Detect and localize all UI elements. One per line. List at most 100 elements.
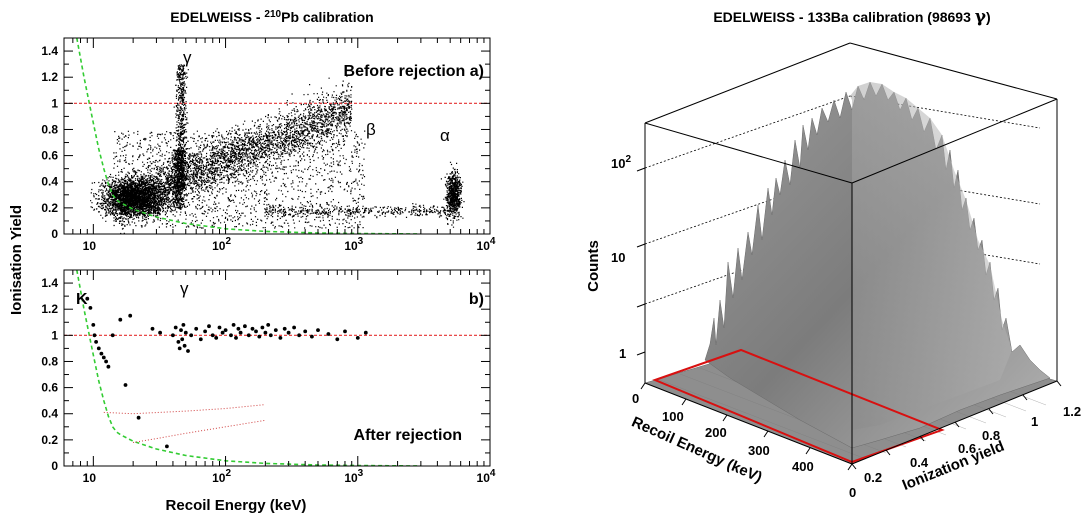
nuclear-band-b: [103, 404, 266, 443]
event-point: [297, 333, 301, 338]
event-point: [182, 343, 187, 348]
event-point: [223, 328, 228, 332]
event-point: [106, 364, 111, 369]
z-axis-label: Counts: [585, 240, 602, 292]
box-edges: [644, 42, 1058, 465]
z-tick-label-1: 1: [619, 346, 626, 361]
x-tick-label: 10: [83, 239, 97, 253]
panel-b-frame: [63, 269, 491, 467]
event-point: [179, 328, 183, 332]
y-tick-label-1-right: 1: [1031, 414, 1038, 429]
y-axis-ticks-right: [851, 380, 1062, 470]
event-point: [128, 313, 133, 318]
event-point: [158, 330, 163, 335]
event-point: [207, 324, 211, 329]
x-axis-ticks-right: [640, 382, 853, 471]
event-point: [236, 326, 241, 331]
alpha-label: α: [440, 126, 450, 145]
event-point: [263, 330, 268, 335]
y-tick-label-06-right: 0.6: [958, 441, 976, 456]
y-tick-label: 1: [51, 96, 58, 110]
x-tick-label: 10: [83, 471, 97, 485]
event-point: [355, 336, 360, 340]
event-point: [250, 326, 255, 331]
nuclear-band-lower: [133, 419, 266, 443]
x-tick-label: 104: [477, 468, 496, 485]
y-tick-label: 0.4: [41, 407, 58, 421]
event-point: [257, 334, 262, 339]
event-point: [194, 326, 199, 331]
x-tick-label: 104: [477, 236, 496, 253]
k-label: K: [76, 291, 88, 308]
y-tick-label: 0.6: [41, 149, 58, 163]
y-tick-label: 0.2: [41, 433, 58, 447]
density-cloud-path: [90, 64, 465, 234]
right-chart-title: EDELWEISS - 133Ba calibration (98693 γ): [713, 7, 990, 27]
ticks-a: 0 0.2 0.4 0.6 0.8 1 1.2 1.4 10 102 103 104: [41, 38, 496, 253]
event-point: [278, 336, 283, 340]
y-tick-label: 1.4: [41, 276, 58, 290]
event-point: [176, 340, 181, 344]
z-axis-ticks: [636, 167, 646, 356]
x-tick-label-200-right: 200: [705, 425, 727, 440]
event-point: [183, 330, 188, 335]
y-tick-label: 0.2: [41, 201, 58, 215]
event-point: [88, 306, 93, 310]
event-point: [91, 323, 96, 327]
surface-plot: 102 10 1 Counts 0 100 200 300 400 Recoil…: [585, 42, 1081, 500]
z-tick-label-10: 10: [611, 250, 625, 265]
panel-a-frame: [63, 37, 491, 235]
nuclear-band-upper: [103, 404, 266, 415]
event-point: [94, 340, 98, 344]
event-point: [150, 326, 155, 331]
density-cloud-a: [90, 64, 465, 234]
x-tick-label-0-right: 0: [632, 391, 639, 406]
event-point: [243, 324, 247, 329]
event-point: [165, 444, 169, 449]
event-points-b: [85, 296, 368, 449]
event-point: [246, 333, 251, 338]
event-point: [189, 333, 194, 338]
y-tick-label-0-right: 0: [849, 485, 856, 500]
event-point: [273, 328, 278, 332]
x-tick-label-100-right: 100: [662, 409, 684, 424]
y-tick-label: 1.2: [41, 302, 58, 316]
event-point: [214, 336, 219, 340]
event-point: [177, 346, 182, 351]
x-tick-label: 103: [344, 468, 363, 485]
event-point: [229, 333, 233, 338]
y-tick-label: 0: [51, 227, 58, 241]
event-point: [104, 359, 108, 364]
event-point: [186, 349, 190, 353]
z-tick-label-100: 102: [611, 154, 631, 171]
event-point: [118, 317, 123, 322]
event-point: [198, 337, 203, 342]
after-rejection-label: After rejection: [354, 427, 462, 444]
y-tick-label: 0: [51, 459, 58, 473]
event-point: [260, 325, 265, 330]
threshold-curve-a: [76, 38, 421, 234]
x-tick-label: 102: [212, 468, 231, 485]
y-tick-label: 0.8: [41, 354, 58, 368]
event-point: [180, 337, 185, 342]
left-chart-title: EDELWEISS - 210Pb calibration: [170, 9, 373, 25]
event-point: [136, 415, 141, 420]
y-tick-label: 1.4: [41, 44, 58, 58]
ticks-b: 0 0.2 0.4 0.6 0.8 1 1.2 1.4 10 102 103 104: [41, 270, 496, 485]
y-tick-label: 0.6: [41, 381, 58, 395]
x-axis-label-left: Recoil Energy (keV): [166, 497, 307, 514]
event-point: [92, 333, 97, 338]
panel-b: 0 0.2 0.4 0.6 0.8 1 1.2 1.4 10 102 103 104 b) After…: [41, 269, 496, 485]
y-axis-label-left: Ionisation Yield: [8, 205, 25, 315]
y-tick-label-08-right: 0.8: [982, 428, 1000, 443]
event-point: [326, 332, 331, 336]
event-point: [85, 296, 90, 301]
panel-a-label: Before rejection a): [344, 63, 484, 80]
event-point: [110, 333, 115, 338]
event-point: [181, 323, 186, 327]
event-point: [220, 330, 225, 335]
event-point: [282, 326, 287, 331]
event-point: [316, 328, 320, 332]
gamma-label-a: γ: [183, 48, 192, 67]
